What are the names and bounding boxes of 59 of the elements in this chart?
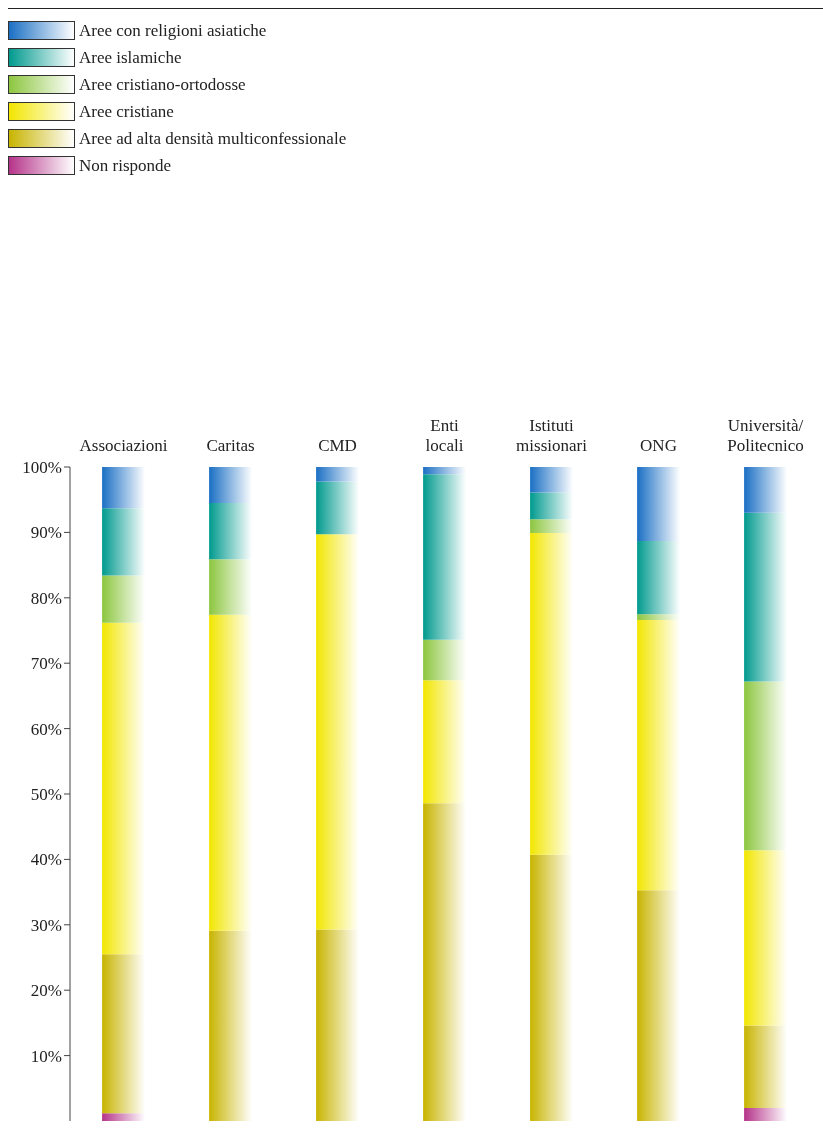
bar [209, 559, 253, 615]
bar [102, 508, 146, 576]
y-tick-label: 90% [30, 523, 62, 543]
legend-label: Aree cristiane [79, 101, 174, 122]
y-tick-label: 20% [30, 981, 62, 1001]
bar [744, 512, 788, 682]
y-tick-label: 70% [30, 654, 62, 674]
bar [209, 502, 253, 560]
bar [316, 481, 360, 535]
bar [209, 930, 253, 1121]
y-tick-label: 40% [30, 850, 62, 870]
bar [637, 620, 681, 891]
y-tick-label: 10% [30, 1046, 62, 1066]
bar [530, 519, 574, 534]
bar [423, 803, 467, 1121]
bar [316, 467, 360, 482]
bar [530, 492, 574, 520]
x-tick-label: Enti locali [425, 416, 464, 455]
bar [637, 540, 681, 615]
y-tick-label: 100% [22, 458, 62, 478]
bar [102, 1113, 146, 1121]
y-tick-label: 50% [30, 785, 62, 805]
bar [209, 614, 253, 931]
legend-label: Aree con religioni asiatiche [79, 20, 267, 41]
x-tick-label: Università/Politecnico [727, 416, 804, 455]
x-tick-label: ONG [640, 436, 677, 455]
bar [316, 929, 360, 1121]
bar [423, 680, 467, 804]
bar [530, 854, 574, 1121]
x-tick-label: CMD [318, 436, 357, 455]
bar [102, 467, 146, 509]
bar [316, 534, 360, 930]
x-tick-label: Associazioni [79, 436, 168, 455]
legend-label: Non risponde [79, 155, 172, 176]
bar [423, 474, 467, 640]
bar [744, 1025, 788, 1108]
bar [423, 639, 467, 681]
legend-label: Aree ad alta densità multiconfessionale [79, 128, 347, 149]
y-tick-label: 30% [30, 915, 62, 935]
x-tick-label: Caritas [206, 436, 255, 455]
bar [102, 622, 146, 955]
bar [744, 1107, 788, 1121]
bar [423, 467, 467, 475]
bar [209, 467, 253, 503]
x-tick-label: Istituti missionari [516, 416, 588, 455]
legend-label: Aree cristiano-ortodosse [79, 74, 246, 95]
legend-label: Aree islamiche [79, 47, 182, 68]
bar [102, 954, 146, 1114]
y-tick-label: 80% [30, 588, 62, 608]
bar [637, 467, 681, 541]
bar [530, 467, 574, 493]
bar [744, 681, 788, 851]
y-tick-label: 60% [30, 719, 62, 739]
bar [637, 890, 681, 1121]
bar [102, 575, 146, 623]
bar [530, 533, 574, 855]
bar [744, 850, 788, 1026]
bar [637, 614, 681, 621]
bar [744, 467, 788, 513]
